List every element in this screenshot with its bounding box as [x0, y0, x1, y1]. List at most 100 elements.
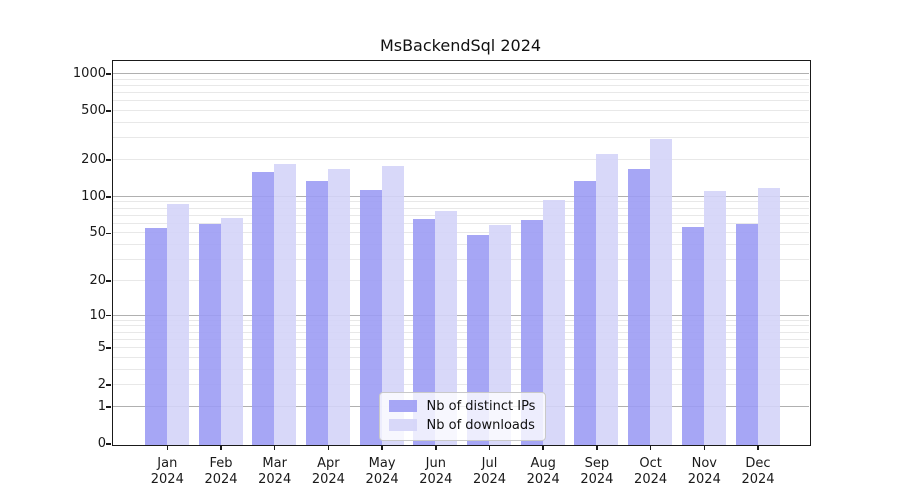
x-tick-mark — [327, 445, 330, 450]
bar-distinct-ips-dec — [735, 223, 758, 445]
minor-gridline — [112, 325, 809, 327]
bar-downloads-apr — [327, 168, 350, 445]
y-tick-label-10: 10 — [89, 307, 106, 323]
x-tick-mark — [166, 445, 169, 450]
legend-label-downloads: Nb of downloads — [426, 417, 535, 433]
bar-downloads-oct — [650, 138, 673, 445]
minor-gridline — [112, 78, 809, 80]
bar-distinct-ips-apr — [305, 181, 328, 445]
y-tick-mark — [106, 73, 111, 75]
bar-downloads-jun — [435, 210, 458, 445]
bar-downloads-may — [381, 165, 404, 445]
bar-distinct-ips-aug — [520, 220, 543, 445]
y-tick-mark — [106, 406, 111, 408]
major-gridline — [112, 314, 809, 316]
y-tick-mark — [106, 232, 111, 235]
x-tick-mark — [488, 445, 491, 450]
y-tick-mark — [106, 280, 111, 282]
bar-distinct-ips-jun — [413, 218, 436, 445]
y-tick-label-200: 200 — [81, 151, 106, 167]
x-tick-label-jul: Jul 2024 — [472, 456, 507, 487]
minor-gridline — [112, 100, 809, 102]
minor-gridline — [112, 207, 809, 209]
major-gridline — [112, 195, 809, 197]
x-tick-mark — [542, 445, 544, 450]
bar-downloads-mar — [274, 164, 297, 445]
bar-distinct-ips-mar — [252, 171, 275, 445]
y-tick-mark — [106, 196, 111, 198]
y-tick-label-2: 2 — [97, 377, 106, 393]
major-gridline — [112, 72, 809, 74]
bar-downloads-dec — [757, 187, 780, 445]
x-tick-label-nov: Nov 2024 — [687, 456, 721, 487]
y-tick-label-1000: 1000 — [72, 65, 106, 81]
y-tick-label-50: 50 — [89, 225, 106, 241]
chart-title: MsBackendSql 2024 — [379, 36, 542, 55]
minor-gridline — [112, 331, 809, 333]
legend-swatch-downloads — [388, 419, 417, 431]
x-tick-label-sep: Sep 2024 — [580, 456, 614, 487]
y-tick-mark — [106, 347, 111, 349]
y-tick-mark — [106, 110, 111, 112]
x-tick-label-aug: Aug 2024 — [526, 456, 560, 487]
bar-downloads-nov — [703, 190, 726, 445]
y-tick-label-100: 100 — [81, 188, 106, 204]
y-tick-mark — [106, 314, 111, 317]
minor-gridline — [112, 384, 809, 386]
minor-gridline — [112, 222, 809, 224]
y-tick-label-5: 5 — [97, 340, 106, 356]
x-tick-mark — [757, 445, 759, 450]
minor-gridline — [112, 232, 809, 234]
y-tick-mark — [106, 159, 111, 161]
x-tick-label-may: May 2024 — [365, 456, 399, 487]
bar-downloads-aug — [542, 200, 565, 445]
minor-gridline — [112, 368, 809, 370]
minor-gridline — [112, 84, 809, 86]
x-tick-label-oct: Oct 2024 — [634, 456, 668, 487]
x-tick-mark — [381, 445, 383, 450]
legend: Nb of distinct IPs Nb of downloads — [378, 391, 547, 441]
x-tick-label-jan: Jan 2024 — [150, 456, 184, 487]
x-tick-label-jun: Jun 2024 — [419, 456, 453, 487]
y-tick-mark — [106, 384, 111, 386]
minor-gridline — [112, 356, 809, 358]
y-tick-label-20: 20 — [89, 272, 106, 288]
x-tick-mark — [649, 445, 652, 450]
legend-item-downloads: Nb of downloads — [388, 417, 536, 433]
bar-distinct-ips-nov — [681, 227, 704, 445]
y-tick-label-500: 500 — [81, 103, 106, 119]
minor-gridline — [112, 201, 809, 203]
minor-gridline — [112, 158, 809, 160]
minor-gridline — [112, 137, 809, 139]
x-tick-label-feb: Feb 2024 — [204, 456, 238, 487]
bar-distinct-ips-feb — [198, 223, 221, 445]
bar-distinct-ips-jan — [144, 228, 167, 445]
x-tick-mark — [703, 445, 706, 450]
bar-distinct-ips-oct — [628, 169, 651, 445]
minor-gridline — [112, 121, 809, 123]
minor-gridline — [112, 319, 809, 321]
minor-gridline — [112, 92, 809, 94]
bar-downloads-jul — [489, 225, 511, 445]
bar-distinct-ips-sep — [574, 181, 597, 445]
legend-label-distinct-ips: Nb of distinct IPs — [426, 398, 536, 414]
legend-swatch-distinct-ips — [388, 400, 417, 412]
x-tick-mark — [435, 445, 437, 450]
y-tick-label-0: 0 — [97, 436, 106, 451]
minor-gridline — [112, 110, 809, 112]
minor-gridline — [112, 259, 809, 261]
x-tick-label-mar: Mar 2024 — [258, 456, 292, 487]
bar-downloads-jan — [166, 204, 189, 445]
x-tick-mark — [220, 445, 222, 450]
y-tick-mark — [106, 443, 111, 445]
minor-gridline — [112, 244, 809, 246]
plot-area: Nb of distinct IPs Nb of downloads — [111, 59, 811, 446]
minor-gridline — [112, 338, 809, 340]
x-tick-label-dec: Dec 2024 — [741, 456, 775, 487]
bar-distinct-ips-may — [359, 189, 382, 445]
minor-gridline — [112, 279, 809, 281]
minor-gridline — [112, 214, 809, 216]
bar-downloads-feb — [220, 217, 243, 445]
bar-downloads-sep — [596, 154, 619, 445]
